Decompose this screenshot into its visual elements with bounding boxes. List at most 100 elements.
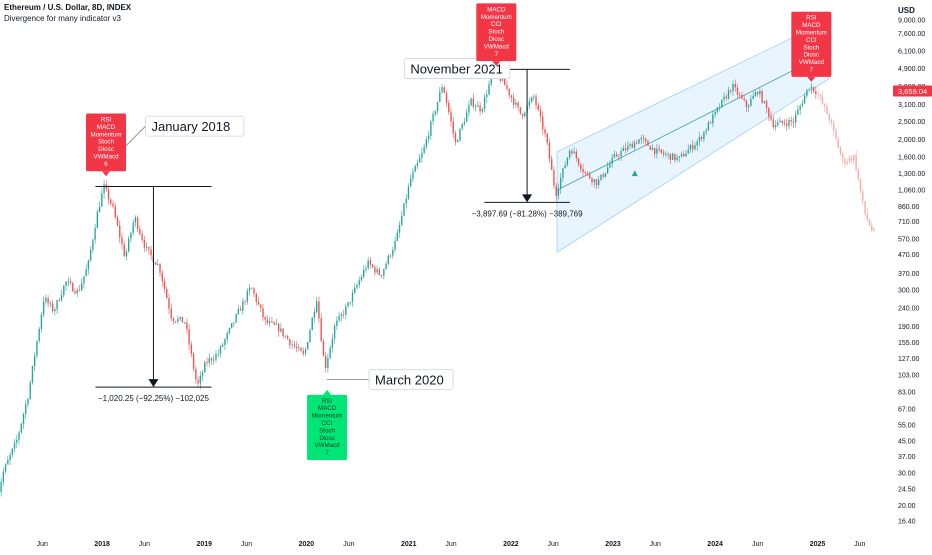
candle-body xyxy=(551,158,553,170)
x-tick-label: Jun xyxy=(37,541,48,548)
divergence-label-box xyxy=(86,113,127,172)
candle-body xyxy=(761,90,763,103)
candle-body xyxy=(0,481,2,493)
candle-body xyxy=(403,203,405,216)
y-tick-label: 1,600.00 xyxy=(898,155,925,162)
candle-body xyxy=(580,164,582,170)
x-tick-label: 2020 xyxy=(299,541,315,548)
candle-body xyxy=(461,124,463,129)
y-tick-label: 370.00 xyxy=(898,271,920,278)
candle-body xyxy=(110,199,112,204)
candle-body xyxy=(452,121,454,134)
candle-body xyxy=(280,328,282,332)
candle-body xyxy=(486,94,488,98)
candle-body xyxy=(159,264,161,273)
y-tick-label: 127.00 xyxy=(898,356,920,363)
candle-body xyxy=(161,272,163,282)
y-tick-label: 9,000.00 xyxy=(898,17,925,24)
price-axis-currency: USD xyxy=(898,6,915,15)
candle-body xyxy=(222,344,224,347)
y-tick-label: 1,300.00 xyxy=(898,171,925,178)
candle-body xyxy=(230,323,233,328)
candle-body xyxy=(244,301,246,302)
measure-label: −3,897.69 (−81.28%) −389,769 xyxy=(472,209,584,218)
candle-body xyxy=(228,327,231,333)
candle-body xyxy=(808,88,810,90)
candle-body xyxy=(533,96,535,98)
candle-body xyxy=(692,144,694,150)
candle-body xyxy=(645,139,647,142)
candle-body xyxy=(674,153,676,160)
y-tick-label: 30.00 xyxy=(898,471,916,478)
candle-body xyxy=(125,251,128,257)
candle-body xyxy=(40,314,43,329)
candle-body xyxy=(219,346,222,354)
divergence-label-line: Stoch xyxy=(319,427,335,434)
candle-body xyxy=(226,332,228,340)
candle-body xyxy=(589,173,591,179)
divergence-label-line: MACD xyxy=(97,124,116,131)
candle-body xyxy=(76,289,78,294)
candle-body xyxy=(730,90,732,92)
candle-body xyxy=(454,133,457,142)
candle-body xyxy=(78,289,81,291)
x-tick-label: Jun xyxy=(343,541,354,548)
candle-body xyxy=(430,121,432,136)
candle-body xyxy=(754,92,757,96)
candle-body xyxy=(627,145,629,151)
candle-body xyxy=(378,269,381,275)
candle-body xyxy=(647,141,649,146)
divergence-label-line: Diosc xyxy=(489,36,504,43)
measure-arrow-head xyxy=(148,379,159,388)
divergence-label-line: VWMacd xyxy=(799,59,825,66)
candle-body xyxy=(649,145,651,150)
candle-body xyxy=(9,454,11,460)
divergence-label-line: RSI xyxy=(322,398,333,405)
candle-body xyxy=(371,264,374,268)
candle-body xyxy=(74,291,76,294)
divergence-label-line: Diosc xyxy=(319,435,334,442)
candle-body xyxy=(683,153,685,157)
candle-body xyxy=(537,105,539,110)
candle-body xyxy=(269,321,271,323)
candle-body xyxy=(103,184,105,194)
candle-body xyxy=(116,217,119,226)
candle-body xyxy=(602,174,604,177)
candle-body xyxy=(96,211,99,229)
candle-body xyxy=(615,154,618,157)
y-tick-label: 470.00 xyxy=(898,252,920,259)
candle-body xyxy=(517,102,519,108)
candle-body xyxy=(642,138,645,140)
candle-body xyxy=(7,459,9,465)
x-tick-label: Jun xyxy=(139,541,150,548)
candle-body xyxy=(591,178,593,183)
candle-body xyxy=(613,154,616,158)
divergence-label-line: Diosс xyxy=(98,146,113,153)
candle-body xyxy=(741,95,743,99)
candle-body xyxy=(320,318,322,341)
candle-body xyxy=(333,325,336,339)
x-tick-label: 2023 xyxy=(605,541,621,548)
candle-body xyxy=(414,165,416,172)
candle-body xyxy=(172,318,175,322)
candle-body xyxy=(790,120,792,122)
candle-body xyxy=(190,344,193,354)
candle-body xyxy=(318,301,320,319)
candle-body xyxy=(356,285,358,288)
candle-body xyxy=(132,222,134,233)
candle-body xyxy=(242,301,244,311)
divergence-label-line: 7 xyxy=(495,51,499,58)
candle-body xyxy=(864,201,866,214)
candle-body xyxy=(29,382,31,399)
candle-body xyxy=(472,98,475,107)
candle-body xyxy=(582,169,584,172)
candle-body xyxy=(342,314,345,316)
candle-body xyxy=(277,323,280,332)
candle-body xyxy=(600,174,602,180)
candle-body xyxy=(723,96,725,100)
y-tick-label: 300.00 xyxy=(898,288,920,295)
candle-body xyxy=(850,157,853,161)
candle-body xyxy=(651,147,654,150)
candle-body xyxy=(812,87,815,92)
